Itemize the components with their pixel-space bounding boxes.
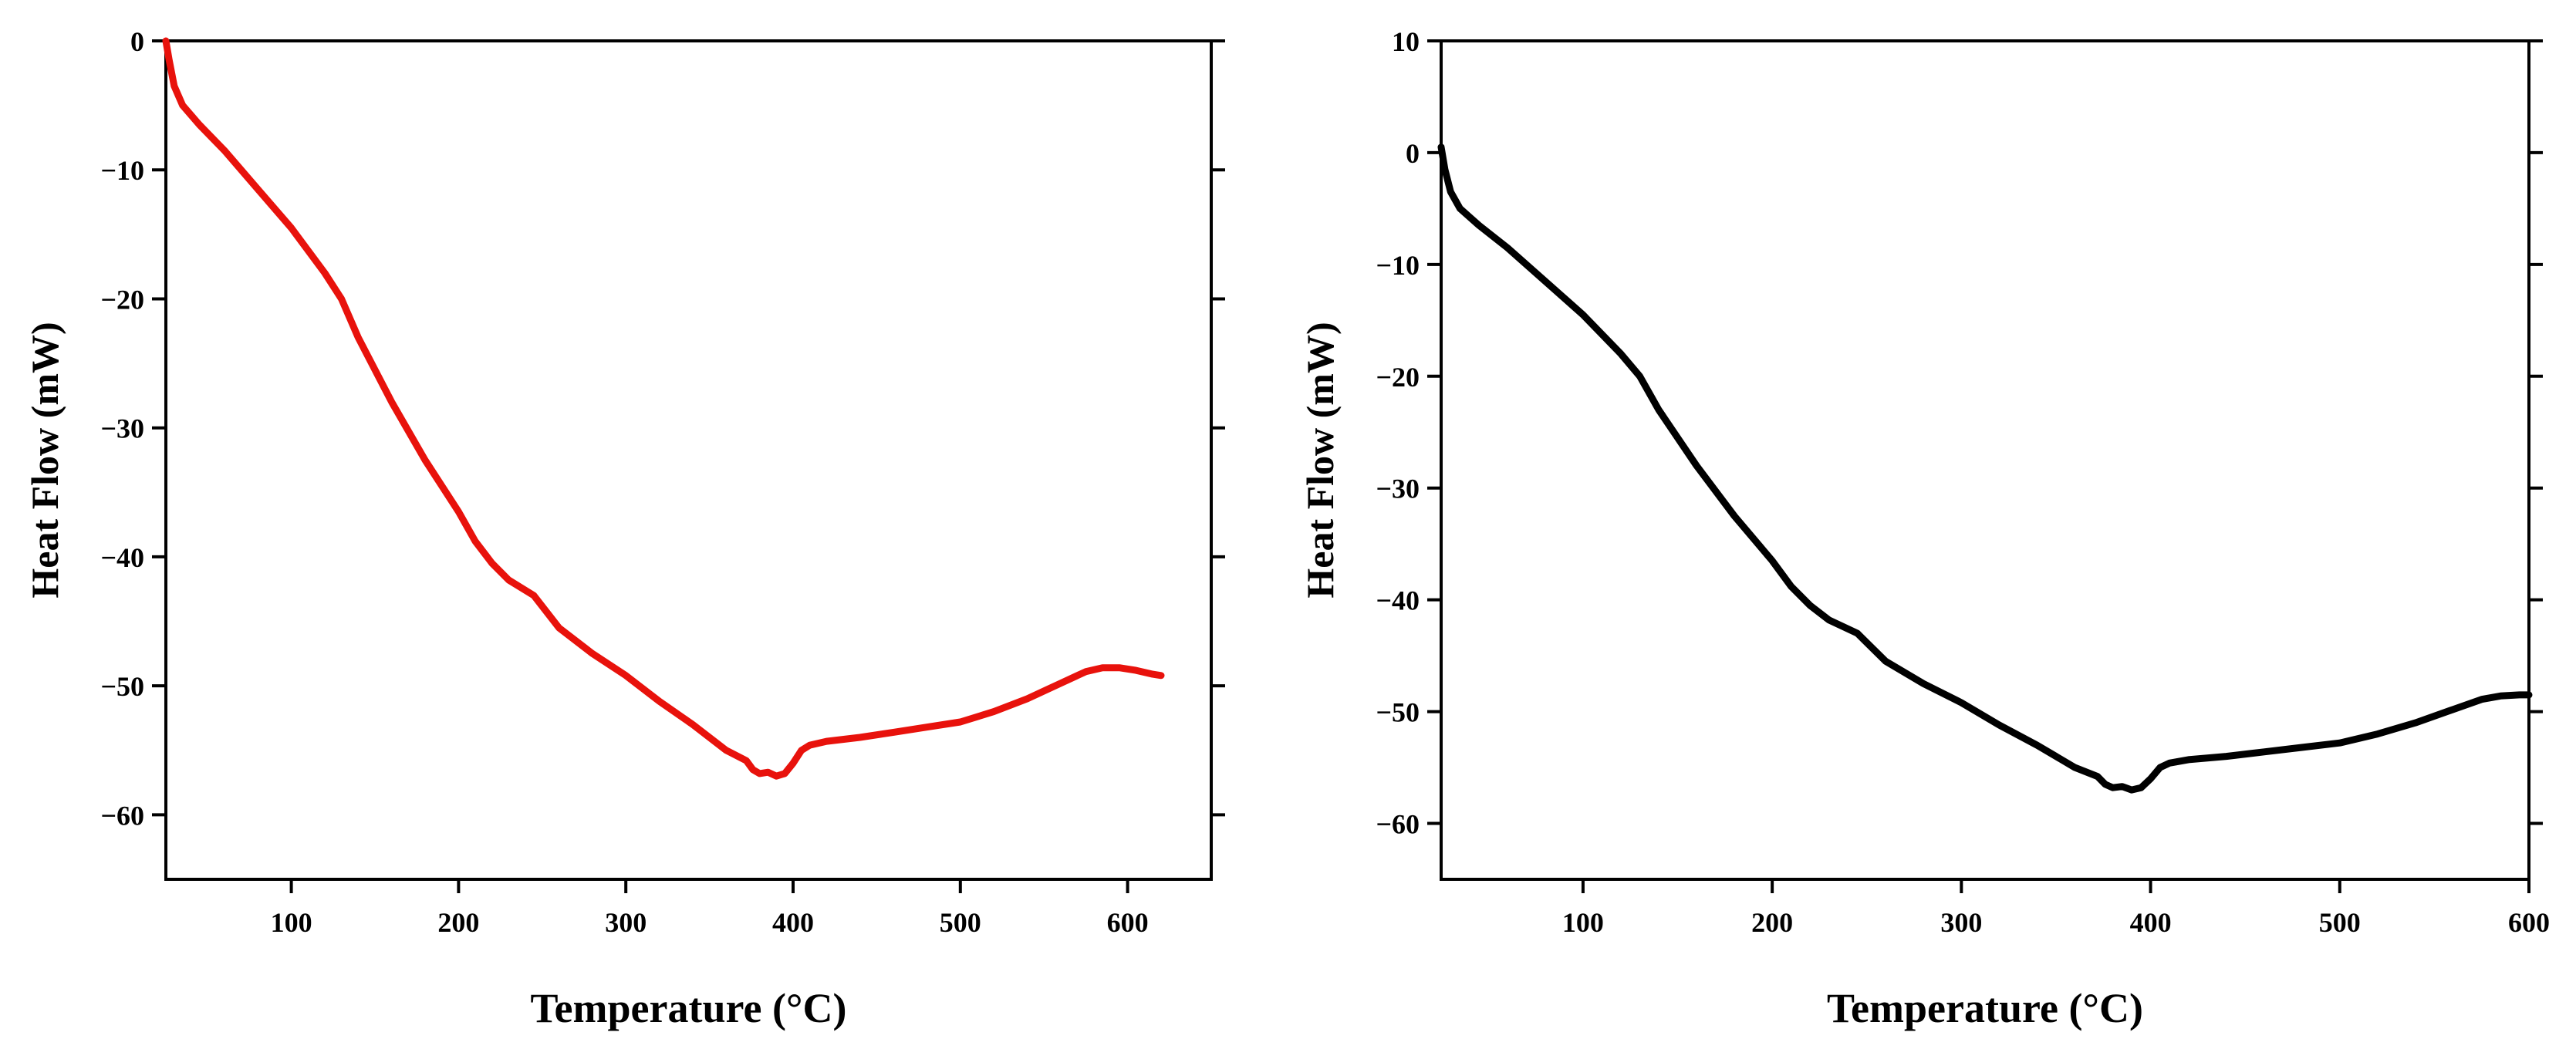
x-tick-label: 200 [437, 907, 479, 938]
y-tick-label: −60 [100, 800, 144, 831]
x-tick-label: 100 [1562, 907, 1604, 938]
plot-frame [164, 39, 1213, 881]
y-tick-label: −60 [1376, 809, 1420, 840]
y-tick-label: −30 [100, 413, 144, 444]
y-tick-label: −30 [1376, 474, 1420, 504]
x-tick-label: 100 [271, 907, 312, 938]
series-line-1 [162, 37, 1165, 780]
x-tick-label: 400 [772, 907, 814, 938]
chart-2: 100 200 300 400 500 600100−10−20−30−40−50−60T… [1298, 26, 2550, 1031]
y-tick-label: −50 [1376, 697, 1420, 728]
x-tick-label: 500 [940, 907, 981, 938]
x-tick-label: 200 [1751, 907, 1793, 938]
y-tick-label: −10 [1376, 250, 1420, 281]
y-tick-label: −40 [1376, 585, 1420, 616]
y-axis-label: Heat Flow (mW) [1298, 322, 1342, 598]
y-tick-label: −20 [1376, 362, 1420, 393]
y-axis-label: Heat Flow (mW) [23, 322, 66, 598]
y-tick-label: 0 [130, 26, 144, 57]
plot-frame [1440, 39, 2530, 881]
x-tick-label: 400 [2130, 907, 2172, 938]
x-axis-label: Temperature (°C) [1827, 985, 2143, 1031]
x-tick-label: 600 [2508, 907, 2550, 938]
y-tick-label: −50 [100, 671, 144, 702]
y-tick-label: 0 [1406, 138, 1420, 169]
x-tick-label: 300 [605, 907, 647, 938]
x-tick-label: 500 [2319, 907, 2361, 938]
x-axis-label: Temperature (°C) [530, 985, 846, 1031]
y-tick-label: −20 [100, 284, 144, 315]
y-tick-label: −10 [100, 155, 144, 186]
y-tick-label: 10 [1392, 26, 1420, 57]
x-tick-label: 300 [1940, 907, 1982, 938]
series-line-1 [1437, 143, 2533, 794]
y-tick-label: −40 [100, 542, 144, 573]
chart-1: 100 200 300 400 500 600 0 −10 −20 −30 −40 −50 −60 Tem… [23, 26, 1225, 1031]
x-tick-label: 600 [1107, 907, 1149, 938]
